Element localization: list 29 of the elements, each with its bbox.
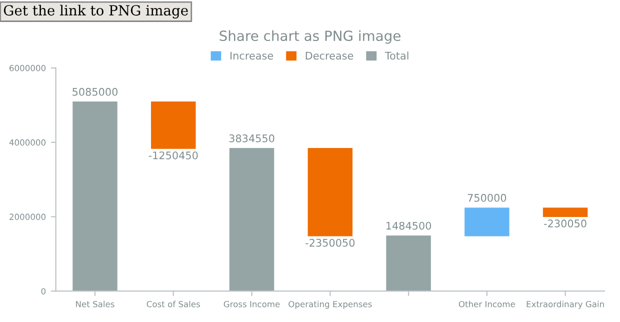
bar (464, 208, 510, 236)
y-tick-label: 0 (41, 288, 46, 294)
data-label: 750000 (468, 194, 506, 202)
legend-label: Decrease (306, 52, 354, 60)
y-tick-label: 6000000 (10, 64, 46, 72)
bar (542, 208, 588, 217)
data-label: -230050 (544, 220, 586, 228)
data-label: -1250450 (148, 151, 198, 160)
bar (151, 102, 196, 149)
bar (386, 235, 431, 292)
data-label: -2350050 (306, 238, 355, 247)
x-tick-label: Net Sales (76, 300, 114, 308)
x-tick-label: Cost of Sales (146, 300, 200, 308)
data-label: 1484500 (386, 222, 432, 230)
y-tick-label: 2000000 (10, 214, 46, 220)
legend-label: Increase (230, 52, 274, 60)
y-tick-label: 4000000 (9, 139, 46, 146)
data-label: 5085000 (72, 88, 118, 96)
data-label: 3834550 (229, 134, 274, 142)
bar (308, 148, 353, 236)
x-tick-label: Other Income (458, 300, 515, 308)
legend-label: Total (384, 52, 408, 60)
x-tick-label: Extraordinary Gain (526, 300, 604, 309)
x-tick-label: Gross Income (224, 300, 280, 308)
x-tick-label: Operating Expenses (288, 300, 372, 309)
text: Get the link to PNG image (4, 4, 188, 18)
bar (72, 102, 118, 292)
bar (229, 148, 274, 292)
chart-title: Share chart as PNG image (220, 30, 400, 44)
